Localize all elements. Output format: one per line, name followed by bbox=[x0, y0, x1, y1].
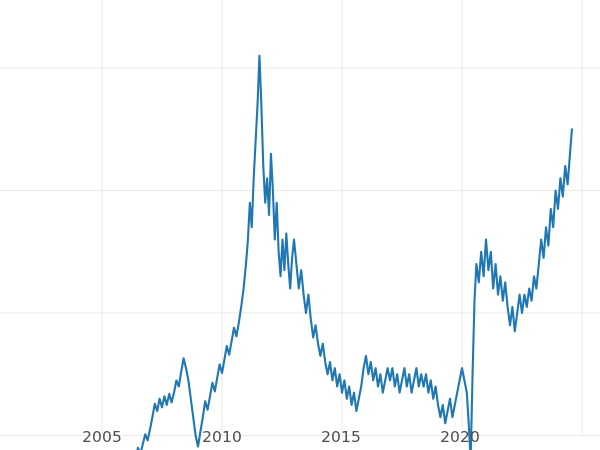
data-series-line bbox=[136, 54, 573, 450]
horizontal-gridlines bbox=[0, 67, 600, 437]
vertical-gridlines bbox=[101, 0, 583, 436]
